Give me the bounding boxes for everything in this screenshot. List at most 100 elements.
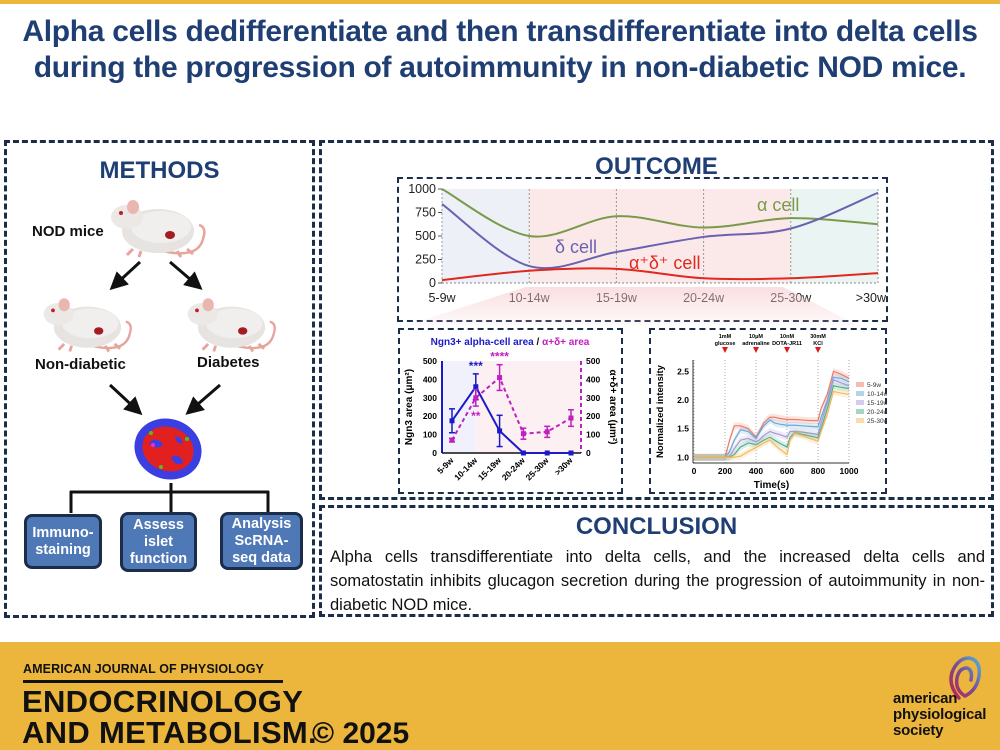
y-axis-title: Ngn3 area (μm²): [404, 369, 415, 445]
series-line-1: [441, 191, 879, 270]
aps-wordmark: american physiological society: [893, 691, 986, 739]
diabetes-label: Diabetes: [197, 354, 260, 371]
y2-tick-label: 400: [586, 374, 600, 384]
stimulus-marker-icon: [753, 347, 759, 353]
mouse-icon: [111, 200, 206, 258]
ngn3-chart: Ngn3+ alpha-cell area / α+δ+ area 0 0 100 10…: [404, 337, 618, 482]
x-tick-label: 1000: [840, 466, 859, 476]
stimulus-marker-icon: [722, 347, 728, 353]
journal-subtitle: AMERICAN JOURNAL OF PHYSIOLOGY: [23, 662, 264, 676]
arrow-icon: [109, 260, 203, 291]
legend-swatch: [856, 400, 864, 405]
intensity-chart-box: [649, 328, 887, 494]
footer-banner: AMERICAN JOURNAL OF PHYSIOLOGY ENDOCRINO…: [0, 642, 1000, 750]
data-point: [449, 437, 455, 443]
y-tick-label: 1.0: [677, 452, 689, 462]
outcome-heading: OUTCOME: [595, 153, 718, 180]
y-tick-label: 2.5: [677, 366, 689, 376]
journal-title-line2: AND METABOLISM.: [22, 715, 317, 750]
y-tick-label: 1000: [408, 182, 436, 196]
trend-chart: 5-9w10-14w15-19w20-24w25-30w>30w02505007…: [408, 182, 887, 305]
islet-icon: [134, 418, 202, 480]
assess-islet-function-box: Assess islet function: [120, 512, 197, 572]
x-tick-label: 5-9w: [435, 455, 456, 476]
legend-swatch: [856, 391, 864, 396]
series-line-0: [694, 370, 850, 458]
x-tick-label: 20-24w: [500, 455, 527, 482]
legend-label: 10-14w: [867, 391, 887, 398]
data-point: [520, 431, 526, 437]
y2-tick-label: 200: [586, 411, 600, 421]
data-point: [497, 428, 503, 434]
arrow-icon: [108, 383, 221, 416]
stimulus-marker-icon: [784, 347, 790, 353]
x-tick-label: 5-9w: [428, 291, 456, 305]
analysis-scrna-seq-box: Analysis ScRNA- seq data: [220, 512, 303, 570]
aps-logo-icon: [949, 656, 982, 700]
stimulus-label: 30mM: [810, 334, 826, 340]
data-point: [497, 375, 503, 381]
x-tick-label: >30w: [552, 455, 574, 477]
stimulus-label: KCl: [813, 341, 823, 347]
y-tick-label: 0: [429, 276, 436, 290]
ngn3-chart-box: [398, 328, 623, 494]
stimulus-label: adrenaline: [742, 341, 770, 347]
conclusion-panel: CONCLUSION Alpha cells transdifferentiat…: [319, 505, 994, 617]
legend-swatch: [856, 382, 864, 387]
aps-line1: american: [893, 690, 958, 707]
outcome-panel: OUTCOME: [319, 140, 994, 500]
x-tick-label: 200: [718, 466, 732, 476]
series-label: α cell: [757, 195, 799, 215]
mouse-icon: [187, 298, 276, 353]
non-diabetic-label: Non-diabetic: [35, 356, 126, 373]
x-tick-label: 400: [749, 466, 763, 476]
stimulus-label: 1mM: [719, 334, 732, 340]
series-line-1: [451, 375, 572, 441]
data-point: [568, 450, 574, 456]
data-point: [520, 450, 526, 456]
x-tick-label: 10-14w: [452, 455, 479, 482]
nod-mice-label: NOD mice: [32, 223, 104, 240]
series-line-3: [694, 385, 850, 458]
x-tick-label: >30w: [856, 291, 887, 305]
y2-tick-label: 100: [586, 430, 600, 440]
series-line-4: [694, 390, 850, 458]
stimulus-label: 10nM: [780, 334, 794, 340]
journal-title: ENDOCRINOLOGY AND METABOLISM.: [22, 686, 317, 748]
y-tick-label: 250: [415, 253, 436, 267]
y-tick-label: 500: [415, 229, 436, 243]
series-line-0: [451, 384, 571, 454]
legend-swatch: [856, 418, 864, 423]
chart-title: Ngn3+ alpha-cell area / α+δ+ area: [431, 337, 590, 348]
data-point: [473, 384, 479, 390]
series-label: α⁺δ⁺ cell: [629, 253, 700, 273]
copyright: © 2025: [312, 717, 410, 750]
y-axis-title: Normalized intensity: [655, 364, 666, 458]
stimulus-marker-icon: [815, 347, 821, 353]
significance-marker: **: [471, 409, 481, 423]
x-tick-label: 0: [692, 466, 697, 476]
intensity-chart: 0 200 400 600 800 1000 1.0 1.5 2.0 2.5 Time(s) Norm…: [655, 334, 887, 491]
phase-band: [442, 189, 530, 283]
zoom-fan: [407, 287, 857, 325]
x-tick-label: 25-30w: [523, 455, 550, 482]
stimulus-label: glucose: [715, 341, 736, 347]
legend-label: 15-19w: [867, 400, 887, 407]
branch-connector: [69, 483, 270, 517]
stimulus-label: DOTA-JR11: [772, 341, 802, 347]
significance-marker: ***: [469, 359, 483, 373]
data-point: [449, 418, 455, 424]
y-tick-label: 300: [423, 393, 437, 403]
stimulus-label: 10μM: [749, 334, 763, 340]
series-line-2: [441, 267, 879, 282]
legend-label: 25-30w: [867, 418, 887, 425]
y2-tick-label: 0: [586, 448, 591, 458]
series-line-2: [694, 379, 850, 458]
x-tick-label: 800: [811, 466, 825, 476]
data-point: [544, 429, 550, 435]
y-tick-label: 100: [423, 430, 437, 440]
series-band-0: [694, 368, 849, 461]
journal-title-line1: ENDOCRINOLOGY: [22, 684, 304, 719]
aps-line3: society: [893, 722, 944, 739]
y2-tick-label: 500: [586, 356, 600, 366]
